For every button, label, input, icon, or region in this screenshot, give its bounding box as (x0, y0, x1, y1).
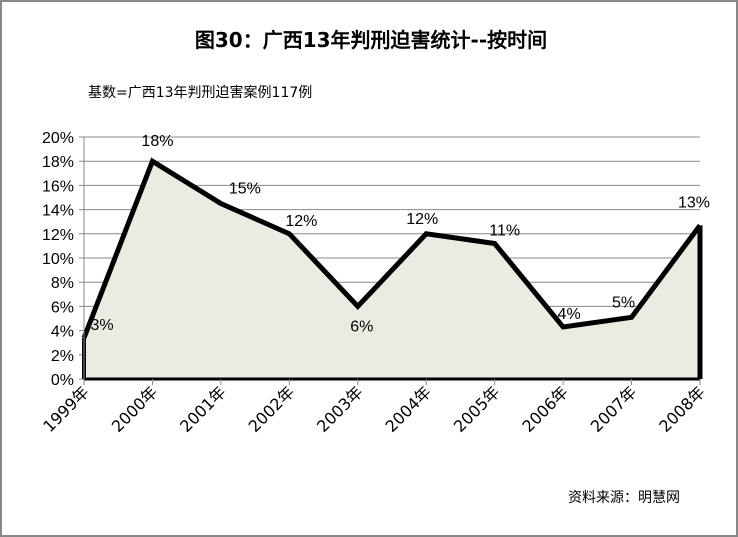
x-tick-label: 2002年 (245, 382, 299, 436)
chart-title: 图30：广西13年判刑迫害统计--按时间 (194, 28, 548, 52)
x-tick-label: 2008年 (655, 382, 709, 436)
data-label: 6% (350, 318, 373, 335)
data-label: 3% (90, 317, 113, 334)
y-tick-label: 8% (51, 275, 74, 292)
y-tick-label: 12% (42, 227, 74, 244)
x-tick-label: 2001年 (176, 382, 230, 436)
x-tick-label: 2000年 (108, 382, 162, 436)
y-tick-label: 18% (42, 154, 74, 171)
x-tick-label: 2003年 (313, 382, 367, 436)
x-tick-label: 2006年 (518, 382, 572, 436)
y-tick-label: 20% (42, 130, 74, 147)
y-tick-label: 0% (51, 372, 74, 389)
y-tick-label: 4% (51, 324, 74, 341)
x-tick-label: 2004年 (381, 382, 435, 436)
y-tick-label: 16% (42, 178, 74, 195)
x-tick-label: 2005年 (450, 382, 504, 436)
data-label: 12% (406, 211, 438, 228)
y-tick-label: 2% (51, 348, 74, 365)
y-tick-label: 14% (42, 203, 74, 220)
data-label: 11% (489, 222, 520, 239)
data-label: 13% (678, 194, 710, 211)
data-label: 15% (229, 181, 261, 198)
chart-subtitle: 基数=广西13年判刑迫害案例117例 (88, 85, 313, 101)
source-note: 资料来源：明慧网 (568, 490, 680, 506)
x-tick-label: 1999年 (39, 382, 93, 436)
data-label: 12% (285, 213, 317, 230)
series-line (81, 157, 703, 339)
data-label: 4% (558, 306, 581, 323)
data-label: 18% (141, 133, 173, 150)
y-tick-label: 10% (42, 251, 74, 268)
y-tick-label: 6% (51, 299, 74, 316)
x-tick-label: 2007年 (587, 382, 641, 436)
data-label: 5% (612, 294, 635, 311)
